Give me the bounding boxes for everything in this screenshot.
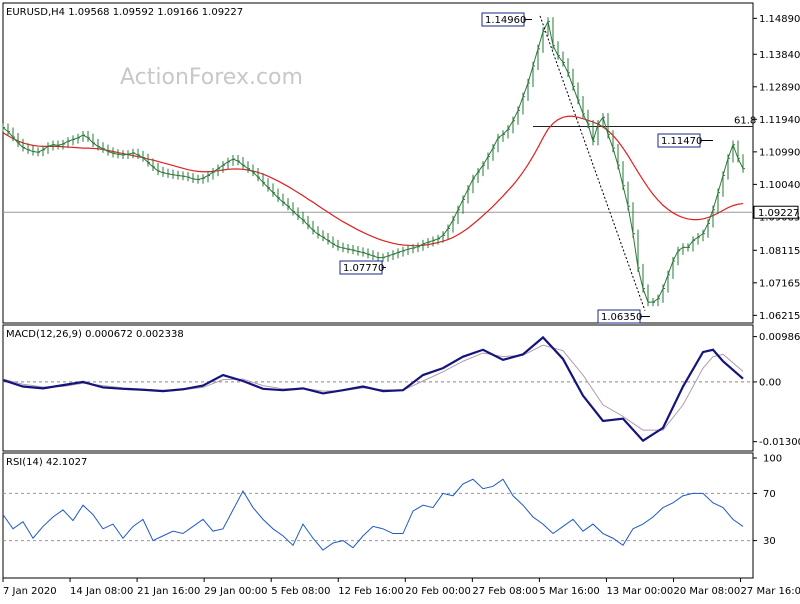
time-tick-label: 13 Mar 00:00 (606, 586, 673, 597)
time-tick-label: 20 Feb 00:00 (405, 586, 471, 597)
rsi-series-group (2, 478, 753, 551)
rsi-panel-title: RSI(14) 42.1027 (6, 457, 87, 468)
price-tick-label: 1.10990 (759, 147, 800, 158)
price-annotations: 1.14960 1.11470 1.07770 1.06350 (339, 12, 713, 324)
price-tick-label: 1.07165 (759, 278, 800, 289)
time-tick-label: 21 Jan 16:00 (137, 586, 200, 597)
current-price-label: 1.09227 (758, 208, 799, 219)
macd-main-line (2, 335, 744, 443)
macd-tick-label: 0.00 (759, 377, 781, 388)
rsi-axis-ticks: 100 70 30 (753, 454, 782, 547)
trendline-group (539, 15, 646, 311)
annotation-box (339, 260, 383, 275)
price-line (2, 19, 744, 303)
time-tick-label: 14 Jan 08:00 (70, 586, 133, 597)
fib-61-8-label: 61.8 (734, 116, 756, 127)
price-tick-label: 1.10040 (759, 180, 800, 191)
annotation-label: 1.07770 (343, 263, 384, 274)
watermark-text: ActionForex.com (120, 65, 303, 90)
annotation-box (481, 12, 525, 27)
time-axis-ticks: 7 Jan 2020 14 Jan 08:00 21 Jan 16:00 29 Jan… (2, 578, 800, 597)
rsi-line (2, 478, 744, 551)
current-price-label-group: 1.09227 (753, 205, 799, 219)
time-tick-label: 5 Feb 08:00 (271, 586, 330, 597)
current-price-box (753, 205, 799, 219)
macd-panel-title: MACD(12,26,9) 0.000672 0.002338 (6, 329, 184, 340)
time-tick-label: 12 Feb 16:00 (338, 586, 404, 597)
macd-tick-label: 0.009862 (759, 332, 800, 343)
price-tick-label: 1.08115 (759, 246, 800, 257)
time-tick-label: 29 Jan 00:00 (204, 586, 267, 597)
annotation-label: 1.06350 (601, 312, 642, 323)
rsi-tick-label: 100 (763, 454, 782, 465)
time-tick-label: 20 Mar 08:00 (674, 586, 741, 597)
annotation-box (657, 133, 701, 148)
price-tick-label: 1.12890 (759, 82, 800, 93)
annotation-label: 1.14960 (485, 15, 526, 26)
annotation-label: 1.11470 (661, 136, 702, 147)
price-tick-label: 1.13840 (759, 50, 800, 61)
price-panel-title: EURUSD,H4 1.09568 1.09592 1.09166 1.0922… (6, 7, 243, 18)
time-tick-label: 5 Mar 16:00 (539, 586, 599, 597)
macd-axis-ticks: 0.009862 0.00 -0.013002 (753, 332, 800, 448)
price-tick-label: 1.14890 (759, 14, 800, 25)
fib-level-group: 61.8 (533, 116, 756, 128)
price-series-group (2, 17, 745, 307)
price-tick-label: 1.06215 (759, 311, 800, 322)
time-tick-label: 27 Feb 08:00 (472, 586, 538, 597)
macd-tick-label: -0.013002 (759, 437, 800, 448)
price-panel-frame (2, 2, 754, 324)
macd-panel-frame (2, 324, 754, 452)
price-tick-label: 1.11940 (759, 115, 800, 126)
rsi-tick-label: 70 (763, 489, 776, 500)
macd-series-group (2, 335, 753, 443)
trendline-dotted (539, 15, 646, 311)
time-tick-label: 7 Jan 2020 (3, 586, 57, 597)
annotation-box (597, 309, 641, 324)
rsi-tick-label: 30 (763, 536, 776, 547)
time-tick-label: 27 Mar 16:00 (741, 586, 800, 597)
